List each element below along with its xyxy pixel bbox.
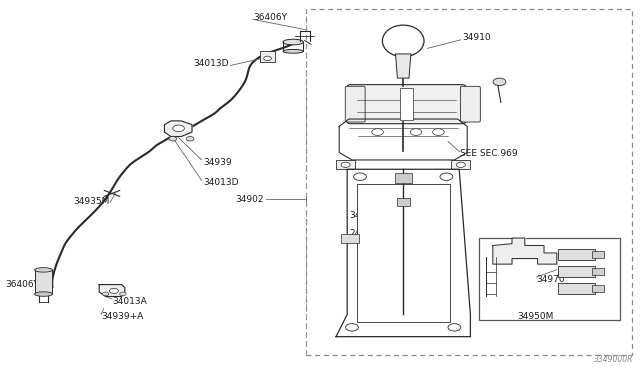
Bar: [306, 9, 632, 355]
Bar: [558, 249, 595, 260]
Text: 34958: 34958: [349, 211, 378, 220]
Bar: [592, 285, 604, 292]
Circle shape: [346, 324, 358, 331]
Bar: [400, 89, 413, 120]
Bar: [35, 270, 52, 294]
Circle shape: [410, 129, 422, 135]
Circle shape: [173, 125, 184, 132]
Polygon shape: [396, 54, 411, 78]
Bar: [451, 160, 470, 169]
Text: 34935M: 34935M: [74, 197, 110, 206]
Circle shape: [354, 173, 366, 180]
Text: 34013D: 34013D: [193, 60, 228, 68]
Ellipse shape: [35, 292, 52, 296]
Text: 34910: 34910: [462, 33, 491, 42]
Bar: [341, 234, 359, 243]
Bar: [395, 173, 412, 183]
Circle shape: [102, 292, 109, 296]
Circle shape: [120, 292, 126, 296]
FancyBboxPatch shape: [346, 86, 365, 122]
Circle shape: [109, 288, 118, 294]
Text: 34939: 34939: [203, 158, 232, 167]
Circle shape: [372, 129, 383, 135]
Text: 34939+A: 34939+A: [101, 312, 143, 321]
Ellipse shape: [35, 268, 52, 272]
Circle shape: [433, 129, 444, 135]
Polygon shape: [493, 238, 557, 264]
Bar: [357, 184, 450, 322]
Text: 34013A: 34013A: [112, 297, 147, 306]
Text: 3349000R: 3349000R: [594, 355, 634, 364]
Text: 34970: 34970: [536, 275, 565, 284]
Bar: [336, 160, 355, 169]
Bar: [592, 251, 604, 258]
Ellipse shape: [283, 39, 303, 45]
Bar: [397, 198, 410, 206]
Circle shape: [186, 137, 194, 141]
Circle shape: [440, 173, 453, 180]
Circle shape: [341, 162, 350, 167]
Polygon shape: [164, 121, 192, 137]
FancyBboxPatch shape: [347, 84, 466, 124]
Ellipse shape: [383, 25, 424, 57]
Text: 34902: 34902: [236, 195, 264, 203]
Bar: [479, 238, 620, 320]
Bar: [558, 266, 595, 277]
Ellipse shape: [283, 49, 303, 53]
Text: 34013D: 34013D: [203, 178, 238, 187]
Text: 36406Y: 36406Y: [5, 280, 39, 289]
Circle shape: [456, 162, 465, 167]
Polygon shape: [99, 285, 125, 296]
Text: 36406Y: 36406Y: [253, 13, 287, 22]
Circle shape: [169, 137, 177, 141]
Text: 34950M: 34950M: [517, 312, 554, 321]
FancyBboxPatch shape: [461, 86, 481, 122]
Bar: [558, 283, 595, 294]
Circle shape: [448, 324, 461, 331]
Text: SEE SEC.969: SEE SEC.969: [460, 149, 517, 158]
Text: 24341Y: 24341Y: [349, 229, 383, 238]
Bar: [592, 268, 604, 275]
Circle shape: [264, 56, 271, 61]
Circle shape: [493, 78, 506, 86]
Bar: [260, 51, 275, 62]
